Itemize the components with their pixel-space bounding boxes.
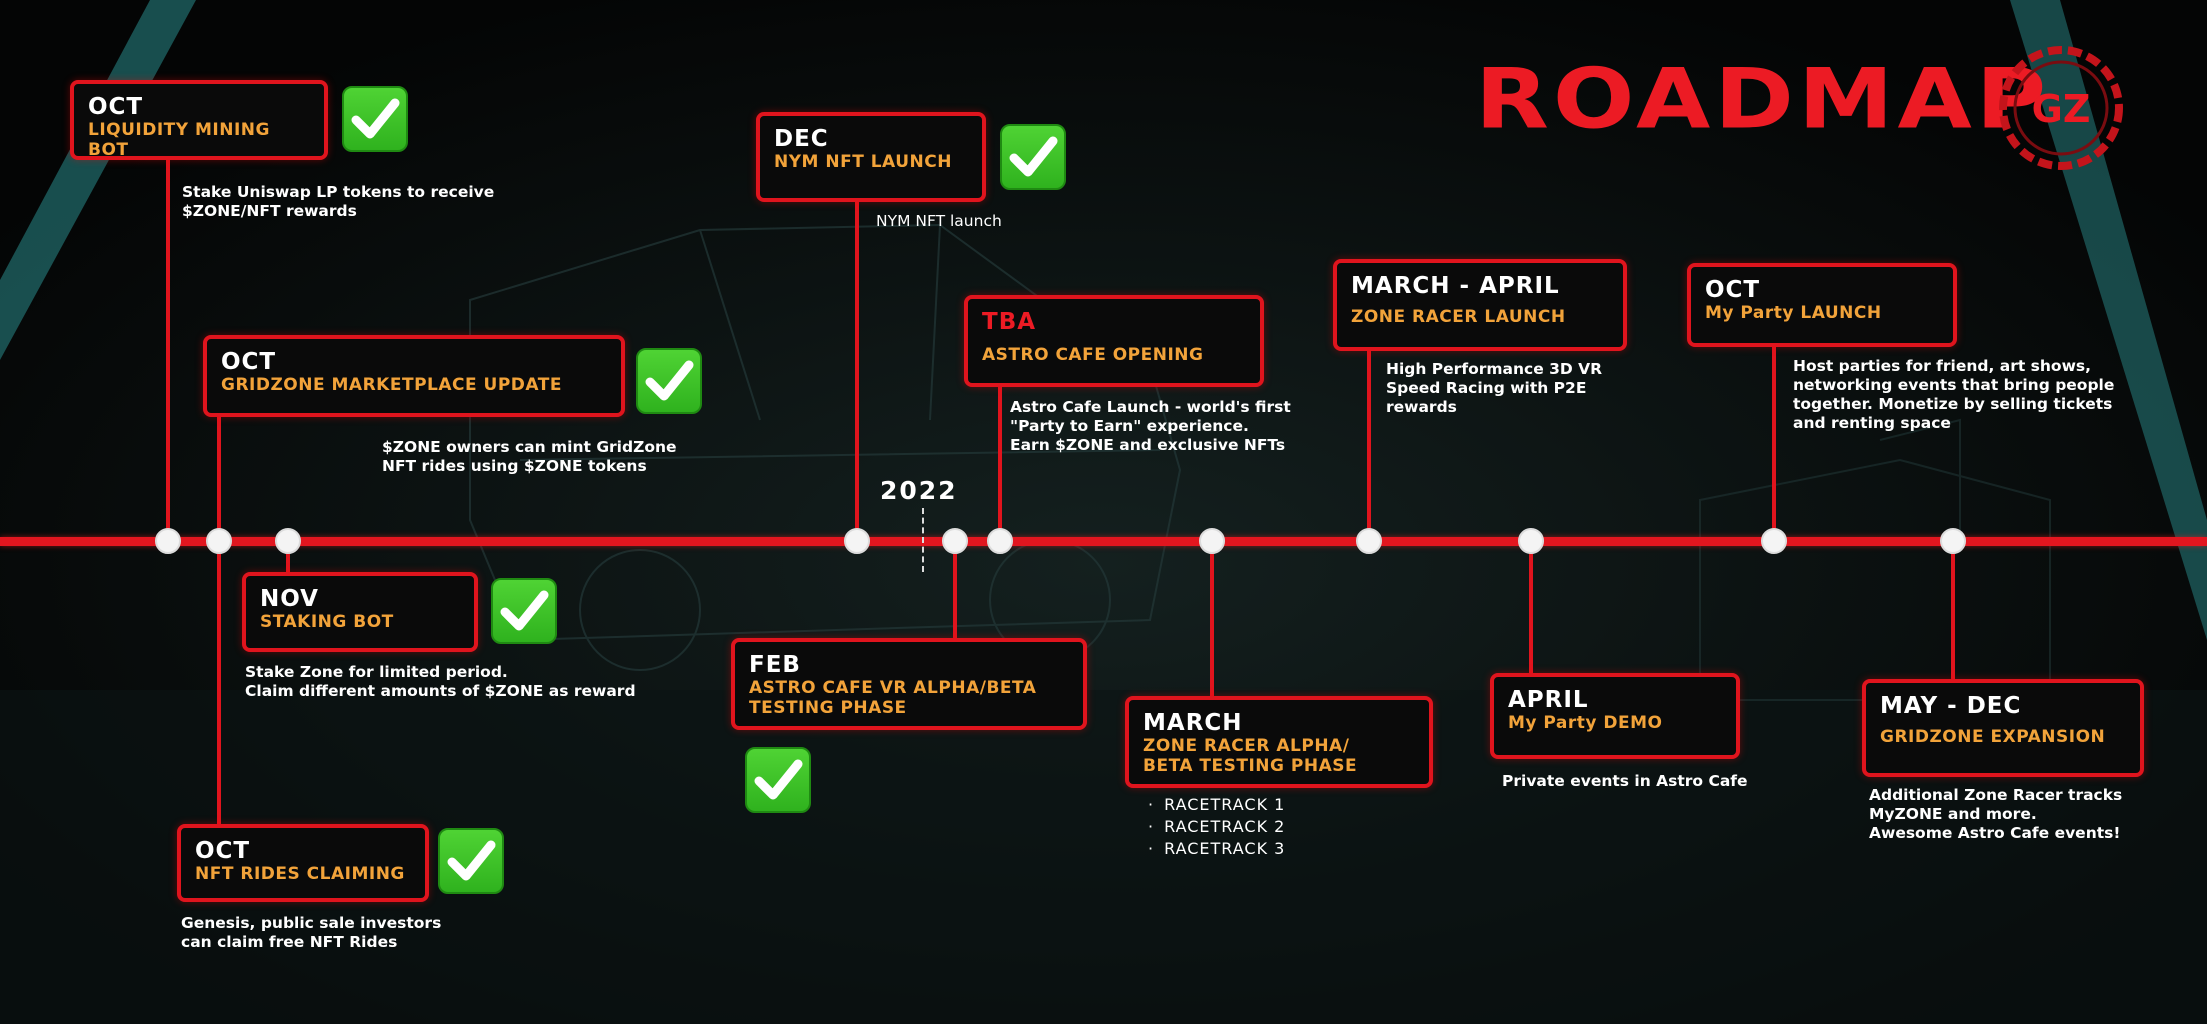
milestone-month: OCT [221, 349, 277, 375]
milestone-description: Additional Zone Racer tracks MyZONE and … [1869, 786, 2123, 842]
milestone-description: Stake Uniswap LP tokens to receive $ZONE… [182, 183, 495, 220]
milestone-month: NOV [260, 586, 319, 612]
timeline-node [275, 528, 301, 554]
right-beam [2010, 0, 2207, 640]
wireframe-building [1699, 418, 2051, 701]
milestone-title: LIQUIDITY MINING BOT [88, 120, 270, 160]
connector-april-mp [1529, 540, 1533, 676]
milestone-description: Host parties for friend, art shows, netw… [1793, 357, 2115, 432]
milestone-title: ASTRO CAFE OPENING [982, 345, 1204, 365]
check-icon [438, 828, 504, 894]
milestone-month: OCT [1705, 277, 1761, 303]
check-icon [636, 348, 702, 414]
check-icon [491, 578, 557, 644]
timeline-node [942, 528, 968, 554]
timeline-axis [0, 537, 2207, 546]
milestone-description: $ZONE owners can mint GridZone NFT rides… [382, 438, 677, 475]
milestone-month: MARCH - APRIL [1351, 273, 1560, 299]
milestone-description: Stake Zone for limited period. Claim dif… [245, 663, 636, 700]
roadmap-title: ROADMAP [1475, 51, 2051, 148]
year-marker: 2022 [880, 476, 958, 505]
milestone-title: GRIDZONE EXPANSION [1880, 727, 2106, 747]
milestone-title: NYM NFT LAUNCH [774, 152, 952, 172]
milestone-march-april-zr: MARCH - APRIL ZONE RACER LAUNCH [1333, 259, 1627, 351]
logo-text: GZ [2032, 87, 2091, 131]
timeline-node [987, 528, 1013, 554]
racetrack-item: RACETRACK 3 [1148, 838, 1285, 860]
year-divider [922, 508, 924, 572]
milestone-description: Astro Cafe Launch - world's first "Party… [1010, 398, 1291, 454]
milestone-march-zr: MARCH ZONE RACER ALPHA/ BETA TESTING PHA… [1125, 696, 1433, 788]
milestone-title: ZONE RACER ALPHA/ BETA TESTING PHASE [1143, 736, 1358, 776]
racetrack-item: RACETRACK 2 [1148, 816, 1285, 838]
connector-march-zr [1210, 540, 1214, 700]
timeline-node [1940, 528, 1966, 554]
timeline-node [206, 528, 232, 554]
milestone-feb-ac: FEB ASTRO CAFE VR ALPHA/BETA TESTING PHA… [731, 638, 1087, 730]
connector-oct-gmu [217, 414, 221, 828]
connector-oct-mp [1772, 342, 1776, 542]
milestone-dec-nym: DEC NYM NFT LAUNCH [756, 112, 986, 202]
timeline-node [844, 528, 870, 554]
gridzone-logo-icon: GZ [1999, 46, 2123, 170]
check-icon [342, 86, 408, 152]
milestone-oct-mp: OCT My Party LAUNCH [1687, 263, 1957, 347]
milestone-month: OCT [88, 94, 144, 120]
connector-dec-nym [855, 198, 859, 542]
milestone-month: DEC [774, 126, 829, 152]
milestone-description: NYM NFT launch [876, 212, 1002, 230]
milestone-month: FEB [749, 652, 801, 678]
milestone-nov-sb: NOV STAKING BOT [242, 572, 478, 652]
milestone-tba-ac: TBA ASTRO CAFE OPENING [964, 295, 1264, 387]
connector-march-april-zr [1367, 346, 1371, 542]
milestone-oct-lmb: OCT LIQUIDITY MINING BOT [70, 80, 328, 160]
timeline-node [1761, 528, 1787, 554]
milestone-may-dec-ge: MAY - DEC GRIDZONE EXPANSION [1862, 679, 2144, 777]
milestone-description: High Performance 3D VR Speed Racing with… [1386, 360, 1603, 416]
racetrack-item: RACETRACK 1 [1148, 794, 1285, 816]
milestone-title: ZONE RACER LAUNCH [1351, 307, 1566, 327]
milestone-title: NFT RIDES CLAIMING [195, 864, 405, 884]
connector-tba-ac [998, 384, 1002, 542]
check-icon [1000, 124, 1066, 190]
milestone-month: TBA [982, 309, 1037, 335]
connector-feb-ac [953, 540, 957, 642]
milestone-title: STAKING BOT [260, 612, 394, 632]
milestone-title: My Party LAUNCH [1705, 303, 1882, 323]
milestone-month: MAY - DEC [1880, 693, 2022, 719]
milestone-description: Genesis, public sale investors can claim… [181, 914, 442, 951]
milestone-oct-gmu: OCT GRIDZONE MARKETPLACE UPDATE [203, 335, 625, 417]
milestone-description: Private events in Astro Cafe [1502, 772, 1748, 790]
timeline-node [1518, 528, 1544, 554]
milestone-month: MARCH [1143, 710, 1243, 736]
milestone-month: APRIL [1508, 687, 1589, 713]
timeline-node [1356, 528, 1382, 554]
check-icon [745, 747, 811, 813]
milestone-title: GRIDZONE MARKETPLACE UPDATE [221, 375, 562, 395]
racetrack-list: RACETRACK 1 RACETRACK 2 RACETRACK 3 [1148, 794, 1285, 860]
milestone-april-mp: APRIL My Party DEMO [1490, 673, 1740, 759]
milestone-title: ASTRO CAFE VR ALPHA/BETA TESTING PHASE [749, 678, 1037, 718]
milestone-title: My Party DEMO [1508, 713, 1663, 733]
timeline-node [1199, 528, 1225, 554]
milestone-month: OCT [195, 838, 251, 864]
connector-may-dec-ge [1951, 540, 1955, 684]
connector-oct-lmb [166, 156, 170, 542]
timeline-node [155, 528, 181, 554]
milestone-oct-nrc: OCT NFT RIDES CLAIMING [177, 824, 429, 902]
connector-nov-sb [286, 540, 290, 574]
